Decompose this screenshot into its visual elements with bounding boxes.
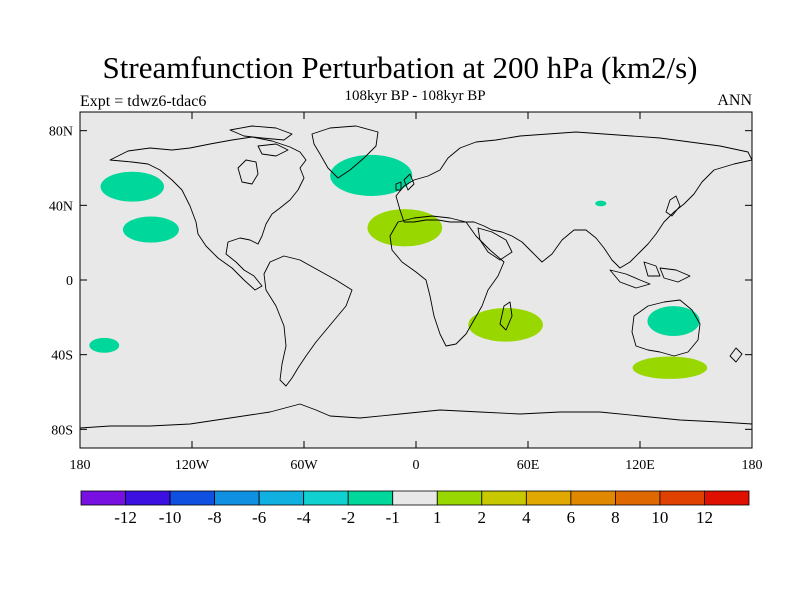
coast-hudson-bay xyxy=(237,159,259,185)
lon-tick-label: 60E xyxy=(517,458,540,473)
region-south-australia-positive xyxy=(632,356,708,379)
colorbar-box xyxy=(303,490,349,506)
lon-tick-label: 180 xyxy=(742,458,763,473)
colorbar-box xyxy=(347,490,394,506)
plot-title: Streamfunction Perturbation at 200 hPa (… xyxy=(102,50,698,85)
coastlines xyxy=(80,125,752,429)
colorbar: -12 -10 -8 -6 -4 -2 -1 1 2 4 6 8 10 12 xyxy=(80,490,750,527)
colorbar-box xyxy=(436,490,483,506)
region-south-pacific-negative xyxy=(89,337,120,353)
coast-eurasia xyxy=(395,131,752,269)
colorbar-label: 12 xyxy=(696,508,713,527)
coast-arabia xyxy=(477,227,513,261)
colorbar-label: -12 xyxy=(114,508,137,527)
colorbar-box xyxy=(392,490,438,506)
colorbar-box xyxy=(659,490,705,506)
coast-arctic-islands xyxy=(229,125,293,157)
colorbar-box xyxy=(80,490,126,506)
colorbar-label: 4 xyxy=(522,508,531,527)
coast-africa xyxy=(389,215,505,347)
lat-tick-label: 80S xyxy=(51,423,73,438)
lon-tick-label: 60W xyxy=(290,458,318,473)
region-australia-negative xyxy=(647,306,700,337)
coast-madagascar xyxy=(499,301,513,331)
colorbar-box xyxy=(570,490,616,506)
colorbar-box xyxy=(615,490,661,506)
coast-greenland xyxy=(311,125,379,179)
region-north-atlantic-negative xyxy=(330,154,413,196)
colorbar-box xyxy=(481,490,527,506)
region-south-africa-positive xyxy=(468,308,543,342)
colorbar-label: -8 xyxy=(208,508,222,527)
colorbar-label: -10 xyxy=(159,508,182,527)
colorbar-label: -6 xyxy=(252,508,266,527)
colorbar-label: 6 xyxy=(567,508,576,527)
lon-tick-label: 120E xyxy=(625,458,655,473)
region-north-pacific-west-negative xyxy=(100,171,164,202)
lat-tick-label: 40S xyxy=(51,349,73,364)
region-central-asia-negative xyxy=(595,200,607,207)
colorbar-label: 10 xyxy=(651,508,668,527)
colorbar-box xyxy=(258,490,305,506)
colorbar-label: 8 xyxy=(611,508,620,527)
colorbar-box xyxy=(214,490,260,506)
colorbar-label: 2 xyxy=(478,508,487,527)
colorbar-box xyxy=(169,490,215,506)
season-label: ANN xyxy=(717,92,752,109)
map-background xyxy=(80,112,752,448)
plot-subtitle: 108kyr BP - 108kyr BP xyxy=(344,88,486,104)
colorbar-label: 1 xyxy=(433,508,442,527)
colorbar-box xyxy=(525,490,572,506)
lon-tick-label: 180 xyxy=(70,458,91,473)
anomaly-regions xyxy=(89,154,708,379)
coast-new-zealand xyxy=(729,347,743,363)
coast-australia xyxy=(631,299,701,357)
region-north-africa-positive xyxy=(367,209,443,247)
coast-maritime-continent xyxy=(609,261,691,289)
coast-japan xyxy=(665,195,681,217)
lat-tick-label: 80N xyxy=(49,125,73,140)
colorbar-label: -1 xyxy=(386,508,400,527)
lat-tick-label: 40N xyxy=(49,199,73,214)
colorbar-box xyxy=(125,490,171,506)
coast-antarctica xyxy=(80,403,752,429)
region-central-pacific-negative xyxy=(122,216,179,243)
lon-tick-label: 0 xyxy=(413,458,420,473)
colorbar-label: -2 xyxy=(341,508,355,527)
coast-south-america xyxy=(263,255,353,387)
lon-tick-label: 120W xyxy=(175,458,210,473)
coast-british-isles xyxy=(395,173,415,191)
colorbar-box xyxy=(704,490,750,506)
colorbar-label: -4 xyxy=(297,508,312,527)
axis-ticks: 80N 40N 0 40S 80S 180 120W 60W 0 60E 120E 180 xyxy=(49,112,763,473)
lat-tick-label: 0 xyxy=(66,274,73,289)
experiment-label: Expt = tdwz6-tdac6 xyxy=(80,93,207,110)
